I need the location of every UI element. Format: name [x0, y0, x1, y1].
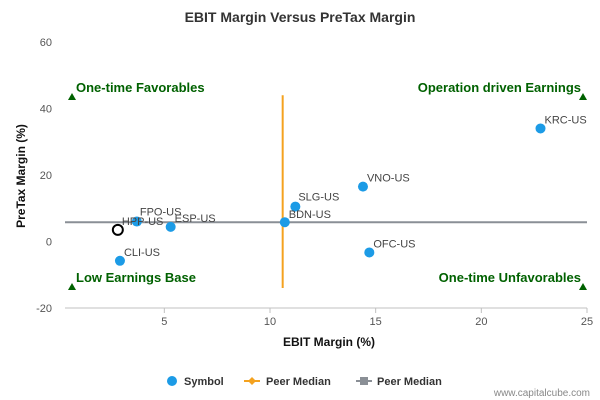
data-point-label: CLI-US [124, 247, 160, 259]
y-tick-label: 60 [40, 37, 52, 49]
source-credit: www.capitalcube.com [493, 388, 590, 399]
data-point-ofc-us[interactable] [364, 247, 375, 258]
data-point-label: HPP-US [122, 216, 164, 228]
y-tick-label: -20 [36, 303, 52, 315]
data-point-label: ESP-US [175, 213, 216, 225]
highlight-point-hpp-us[interactable] [111, 223, 124, 236]
x-axis-title: EBIT Margin (%) [283, 335, 375, 349]
data-point-label: KRC-US [545, 114, 587, 126]
quadrant-labels: One-time Favorables Operation driven Ear… [68, 80, 587, 290]
triangle-up-icon [579, 283, 587, 290]
quadrant-label-top-right: Operation driven Earnings [418, 80, 581, 95]
square-icon[interactable] [360, 377, 368, 385]
data-point-fpo-us[interactable] [131, 216, 142, 227]
chart-title: EBIT Margin Versus PreTax Margin [185, 9, 416, 25]
data-point-label: FPO-US [140, 207, 182, 219]
x-tick-label: 15 [370, 316, 382, 328]
y-tick-label: 40 [40, 104, 52, 116]
triangle-up-icon [68, 93, 76, 100]
data-point-esp-us[interactable] [165, 221, 176, 232]
data-point-krc-us[interactable] [535, 123, 546, 134]
data-point-vno-us[interactable] [357, 181, 368, 192]
x-tick-label: 10 [264, 316, 276, 328]
data-point-cli-us[interactable] [114, 255, 125, 266]
data-point-label: SLG-US [298, 192, 339, 204]
legend-label-peer-median-x[interactable]: Peer Median [266, 376, 331, 388]
data-point-label: VNO-US [367, 173, 410, 185]
data-point-label: BDN-US [289, 209, 331, 221]
y-tick-labels: -20 0 20 40 60 [36, 37, 52, 315]
data-point-bdn-us[interactable] [279, 217, 290, 228]
legend-label-peer-median-y[interactable]: Peer Median [377, 376, 442, 388]
y-axis-title: PreTax Margin (%) [14, 124, 28, 228]
legend-marker-symbol[interactable] [167, 376, 177, 386]
data-point-label: OFC-US [373, 238, 415, 250]
quadrant-label-bottom-left: Low Earnings Base [76, 270, 196, 285]
x-tick-labels: 5 10 15 20 25 [161, 308, 593, 328]
triangle-up-icon [579, 93, 587, 100]
diamond-icon[interactable] [248, 377, 256, 385]
data-point-slg-us[interactable] [290, 201, 301, 212]
x-tick-label: 5 [161, 316, 167, 328]
triangle-up-icon [68, 283, 76, 290]
x-tick-label: 20 [475, 316, 487, 328]
x-tick-label: 25 [581, 316, 593, 328]
legend-label-symbol[interactable]: Symbol [184, 376, 224, 388]
y-tick-label: 0 [46, 237, 52, 249]
quadrant-label-bottom-right: One-time Unfavorables [439, 270, 581, 285]
y-tick-label: 20 [40, 170, 52, 182]
quadrant-label-top-left: One-time Favorables [76, 80, 205, 95]
legend: Symbol Peer Median Peer Median [167, 376, 442, 388]
